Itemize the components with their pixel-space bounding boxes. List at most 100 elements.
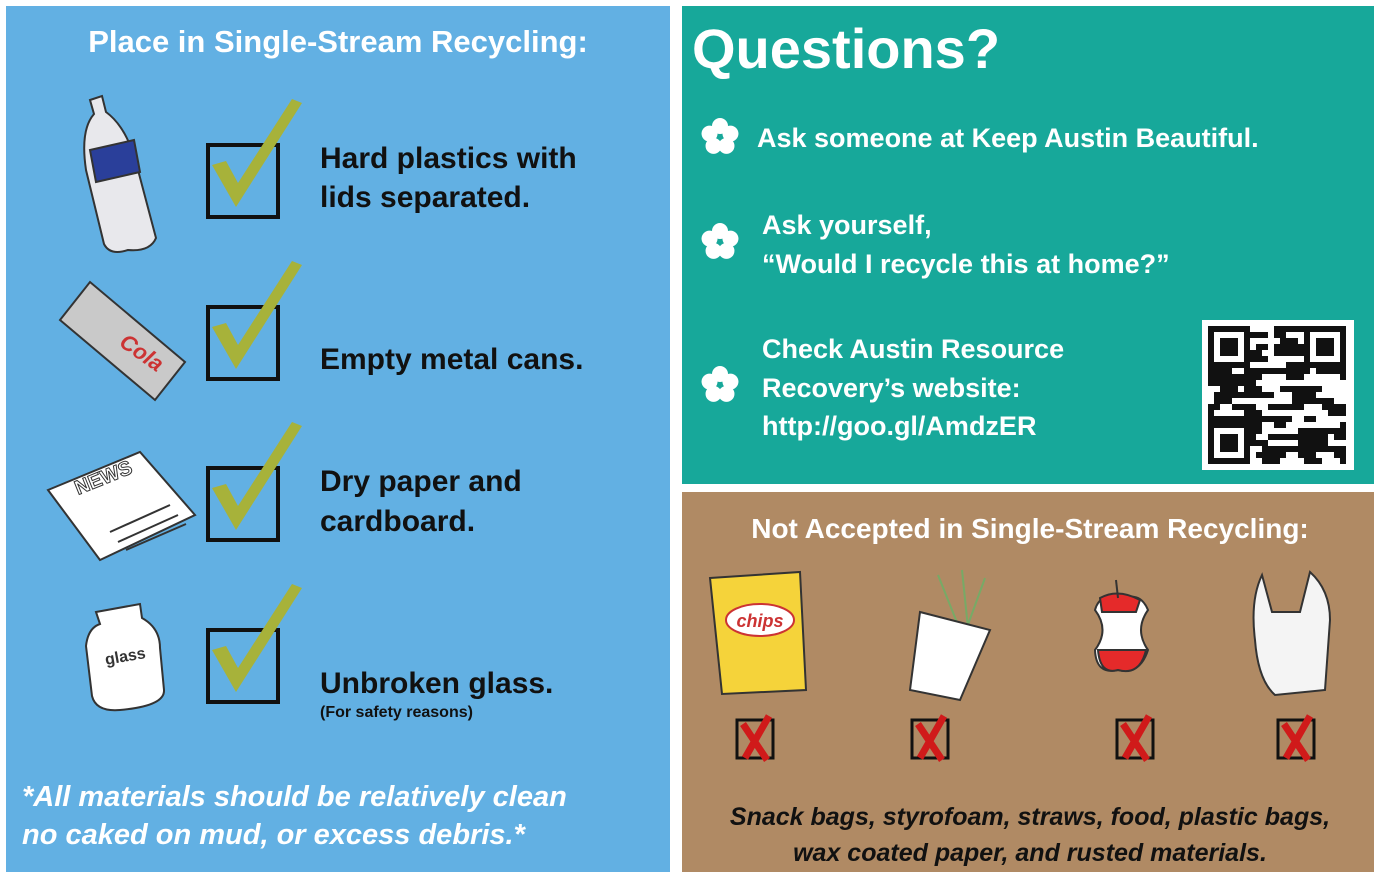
qr-cell [1244,368,1250,374]
qr-cell [1328,338,1334,344]
qr-cell [1214,416,1220,422]
footnote: *All materials should be relatively clea… [22,781,567,813]
qr-cell [1238,326,1244,332]
qr-cell [1250,416,1256,422]
qr-cell [1220,350,1226,356]
qr-cell [1268,368,1274,374]
qr-cell [1292,404,1298,410]
qr-cell [1214,392,1220,398]
qr-cell [1316,350,1322,356]
qr-cell [1298,344,1304,350]
qr-cell [1292,338,1298,344]
qr-cell [1304,452,1310,458]
item-text: Hard plastics with [320,142,577,175]
qr-cell [1262,368,1268,374]
qr-cell [1316,446,1322,452]
qr-cell [1262,452,1268,458]
qr-cell [1268,434,1274,440]
qr-cell [1226,368,1232,374]
qr-cell [1292,350,1298,356]
qr-cell [1244,404,1250,410]
question-text: http://goo.gl/AmdzER [762,411,1036,441]
qr-cell [1304,392,1310,398]
qr-cell [1322,338,1328,344]
qr-cell [1238,404,1244,410]
qr-cell [1226,392,1232,398]
qr-cell [1262,440,1268,446]
qr-cell [1298,446,1304,452]
qr-cell [1298,350,1304,356]
qr-cell [1232,344,1238,350]
qr-cell [1280,344,1286,350]
qr-cell [1280,452,1286,458]
qr-cell [1274,446,1280,452]
qr-cell [1208,356,1214,362]
qr-cell [1220,398,1226,404]
qr-cell [1220,344,1226,350]
qr-cell [1256,344,1262,350]
qr-cell [1280,422,1286,428]
qr-cell [1250,368,1256,374]
qr-cell [1310,458,1316,464]
qr-cell [1328,398,1334,404]
qr-cell [1226,434,1232,440]
qr-cell [1250,392,1256,398]
qr-code [1202,320,1354,470]
qr-cell [1340,356,1346,362]
qr-cell [1298,440,1304,446]
item-text: Dry paper and [320,465,522,498]
qr-cell [1340,362,1346,368]
qr-cell [1340,350,1346,356]
qr-cell [1304,440,1310,446]
qr-cell [1334,368,1340,374]
not-accepted-title: Not Accepted in Single-Stream Recycling: [751,513,1309,544]
qr-cell [1340,434,1346,440]
qr-cell [1274,368,1280,374]
qr-cell [1250,428,1256,434]
not-accepted-footnote: Snack bags, styrofoam, straws, food, pla… [730,803,1330,831]
qr-cell [1244,344,1250,350]
item-note: (For safety reasons) [320,704,473,721]
qr-cell [1238,380,1244,386]
item-text: Unbroken glass. [320,667,553,700]
qr-cell [1316,440,1322,446]
qr-cell [1292,434,1298,440]
qr-cell [1226,374,1232,380]
qr-cell [1316,458,1322,464]
qr-cell [1244,326,1250,332]
qr-cell [1298,326,1304,332]
qr-cell [1334,326,1340,332]
qr-cell [1232,380,1238,386]
qr-cell [1334,428,1340,434]
chips-label: chips [736,611,783,631]
qr-cell [1250,434,1256,440]
qr-cell [1220,338,1226,344]
qr-cell [1238,362,1244,368]
qr-cell [1304,446,1310,452]
qr-cell [1244,356,1250,362]
qr-cell [1286,362,1292,368]
chips-icon: chips [710,572,806,694]
qr-cell [1328,410,1334,416]
qr-cell [1274,326,1280,332]
qr-cell [1208,452,1214,458]
qr-cell [1250,350,1256,356]
qr-cell [1316,434,1322,440]
qr-cell [1232,362,1238,368]
qr-cell [1334,452,1340,458]
qr-cell [1232,392,1238,398]
question-text: Recovery’s website: [762,373,1021,403]
qr-cell [1250,440,1256,446]
qr-cell [1226,422,1232,428]
qr-cell [1280,368,1286,374]
qr-cell [1232,386,1238,392]
qr-cell [1322,368,1328,374]
qr-cell [1286,434,1292,440]
qr-cell [1226,350,1232,356]
qr-cell [1274,458,1280,464]
qr-cell [1262,458,1268,464]
qr-cell [1244,458,1250,464]
qr-cell [1298,374,1304,380]
qr-cell [1238,422,1244,428]
qr-cell [1244,380,1250,386]
